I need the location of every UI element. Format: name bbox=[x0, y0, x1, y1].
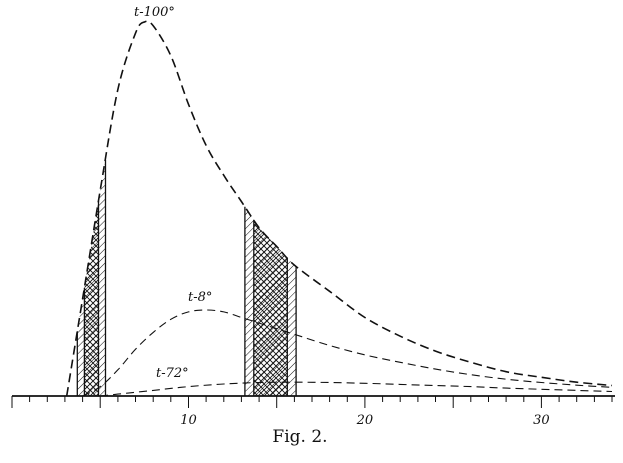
curve-label-t8: t-8° bbox=[188, 290, 212, 305]
curve-t8 bbox=[82, 309, 613, 397]
x-axis-ticks bbox=[11, 396, 613, 408]
tick-label-20: 20 bbox=[356, 413, 374, 428]
curve-t100 bbox=[65, 20, 613, 397]
curve-t72 bbox=[100, 381, 613, 397]
band-1-crosshatch bbox=[84, 201, 99, 396]
curves bbox=[65, 20, 613, 397]
figure-caption: Fig. 2. bbox=[272, 427, 327, 447]
x-axis-tick-labels: 10 20 30 bbox=[180, 413, 549, 428]
curve-label-t72: t-72° bbox=[156, 366, 189, 381]
shaded-bands bbox=[76, 160, 297, 396]
tick-label-10: 10 bbox=[180, 413, 197, 428]
band-2-crosshatch bbox=[253, 219, 288, 396]
tick-label-30: 30 bbox=[533, 413, 550, 428]
curve-label-t100: t-100° bbox=[134, 5, 175, 20]
